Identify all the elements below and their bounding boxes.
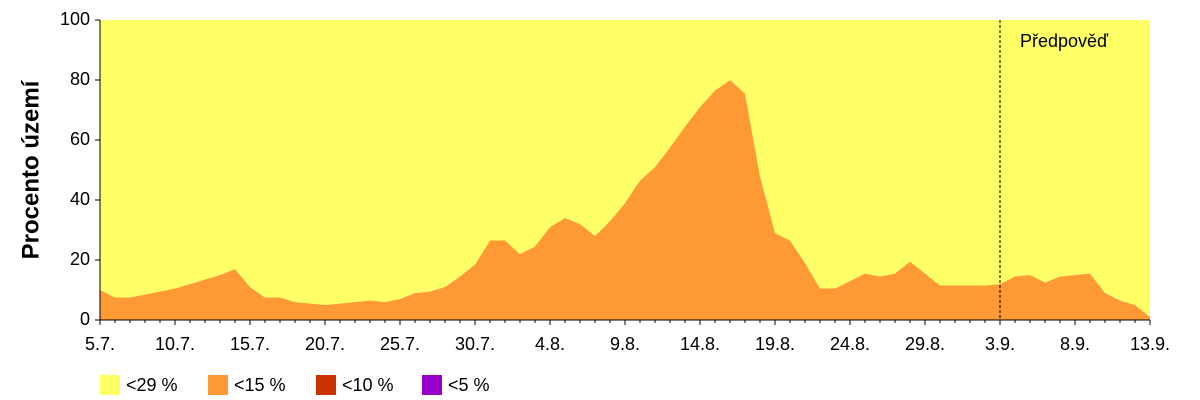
y-tick-label: 60 (70, 129, 90, 149)
x-tick-label: 29.8. (905, 334, 945, 354)
legend-label: <15 % (234, 375, 286, 395)
x-tick-label: 4.8. (535, 334, 565, 354)
legend-label: <10 % (342, 375, 394, 395)
y-axis-label: Procento území (17, 79, 44, 259)
area (100, 20, 1150, 317)
legend-label: <5 % (448, 375, 490, 395)
x-tick-label: 13.9. (1130, 334, 1170, 354)
area (100, 80, 1150, 320)
x-tick-label: 9.8. (610, 334, 640, 354)
x-tick-label: 5.7. (85, 334, 115, 354)
x-tick-label: 10.7. (155, 334, 195, 354)
annotation: Předpověď (1020, 31, 1109, 51)
x-tick-label: 8.9. (1060, 334, 1090, 354)
x-tick-label: 20.7. (305, 334, 345, 354)
y-tick-label: 40 (70, 189, 90, 209)
x-tick-label: 24.8. (830, 334, 870, 354)
x-tick-label: 19.8. (755, 334, 795, 354)
legend-swatch (208, 375, 228, 395)
x-tick-label: 15.7. (230, 334, 270, 354)
legend-swatch (316, 375, 336, 395)
x-tick-label: 30.7. (455, 334, 495, 354)
legend-label: <29 % (126, 375, 178, 395)
x-tick-label: 25.7. (380, 334, 420, 354)
legend-swatch (422, 375, 442, 395)
y-tick-label: 100 (60, 9, 90, 29)
y-tick-label: 80 (70, 69, 90, 89)
y-tick-label: 20 (70, 249, 90, 269)
x-tick-label: 3.9. (985, 334, 1015, 354)
x-tick-label: 14.8. (680, 334, 720, 354)
y-tick-label: 0 (80, 309, 90, 329)
legend-swatch (100, 375, 120, 395)
